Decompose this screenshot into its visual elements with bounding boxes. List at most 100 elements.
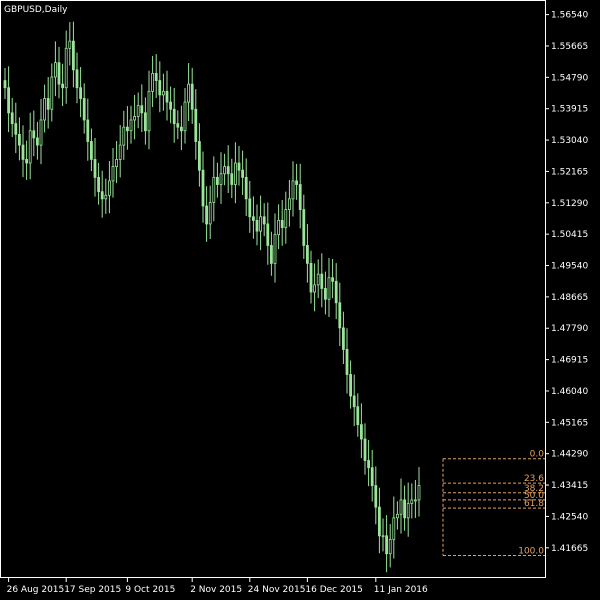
candle (377, 487, 381, 554)
x-tick-label: 2 Nov 2015 (190, 585, 242, 595)
candle (309, 250, 313, 304)
candle (395, 501, 399, 530)
candle (219, 152, 223, 204)
y-tick: 1.43415 (545, 481, 588, 491)
x-tick: 2 Nov 2015 (190, 577, 242, 595)
candle (212, 156, 216, 222)
x-tick-label: 26 Aug 2015 (7, 585, 65, 595)
candle (147, 70, 151, 150)
fibo-level-label: 23.6 (524, 474, 544, 484)
x-tick-label: 9 Oct 2015 (125, 585, 175, 595)
candle (208, 185, 212, 240)
candle (205, 186, 209, 242)
candle (356, 393, 360, 437)
candle (154, 54, 158, 98)
candle (287, 179, 291, 227)
y-tick: 1.42540 (545, 512, 588, 522)
candle (316, 259, 320, 299)
candle (197, 123, 201, 187)
y-tick-label: 1.50415 (551, 230, 588, 240)
y-tick: 1.49540 (545, 262, 588, 272)
candle (388, 524, 392, 568)
candle (345, 328, 349, 394)
candle (410, 483, 414, 519)
candle (61, 63, 64, 107)
candle (64, 30, 68, 104)
y-tick-label: 1.46915 (551, 356, 588, 366)
y-tick-label: 1.56540 (551, 11, 588, 21)
y-tick: 1.52165 (545, 167, 588, 177)
y-tick: 1.46040 (545, 387, 588, 397)
candle (302, 194, 306, 259)
y-tick: 1.41665 (545, 544, 588, 554)
candle (176, 110, 180, 140)
candle (406, 482, 410, 537)
candle (417, 467, 421, 517)
y-tick-label: 1.46040 (551, 387, 588, 397)
candle (97, 162, 100, 205)
candle (100, 170, 104, 218)
candle (295, 163, 299, 200)
candle (381, 518, 385, 552)
fibo-level-label: 61.8 (524, 499, 544, 509)
candle (284, 191, 288, 244)
fibo-level-label: 100.0 (518, 546, 544, 556)
candle (68, 22, 72, 66)
candle (215, 162, 219, 198)
candle (104, 178, 108, 214)
candle (93, 137, 97, 197)
candle (39, 98, 43, 165)
y-tick-label: 1.54790 (551, 73, 588, 83)
candle (90, 128, 93, 172)
candle (370, 449, 374, 502)
candle (331, 258, 335, 299)
candle (385, 515, 389, 573)
candle (323, 271, 327, 315)
candle (57, 46, 61, 99)
y-tick-label: 1.45165 (551, 418, 588, 428)
candle (25, 140, 29, 180)
candle (320, 253, 324, 308)
fibonacci-layer[interactable]: 0.0 23.638.250.061.8 100.0 (442, 450, 546, 557)
y-tick-label: 1.43415 (551, 481, 588, 491)
candle (82, 83, 86, 134)
x-tick-label: 24 Nov 2015 (248, 585, 306, 595)
candle (194, 89, 198, 160)
candle (43, 84, 46, 133)
candle (46, 76, 50, 129)
candle (237, 145, 241, 186)
candle (338, 282, 342, 347)
y-tick-label: 1.47790 (551, 324, 588, 334)
candle (413, 479, 417, 518)
x-axis: 26 Aug 2015 17 Sep 2015 9 Oct 2015 2 Nov 20… (7, 577, 428, 595)
y-tick: 1.54790 (545, 73, 588, 83)
y-tick: 1.53040 (545, 136, 588, 146)
candle (392, 496, 396, 559)
candle (143, 97, 147, 145)
candle (248, 180, 252, 233)
candle (313, 263, 317, 312)
candle (79, 67, 82, 118)
x-tick-label: 11 Jan 2016 (374, 585, 428, 595)
y-axis: 1.56540 1.55665 1.54790 1.53915 1.53040 1.521… (545, 11, 588, 554)
candle (363, 423, 367, 475)
y-tick-label: 1.51290 (551, 199, 588, 209)
candle (334, 263, 338, 320)
candle (14, 102, 18, 154)
x-tick: 17 Sep 2015 (64, 577, 121, 595)
x-tick: 26 Aug 2015 (7, 577, 65, 595)
candle (151, 55, 155, 108)
candle (172, 87, 176, 143)
y-tick: 1.50415 (545, 230, 588, 240)
candle (179, 105, 183, 151)
candle (262, 203, 266, 237)
candle (21, 125, 25, 178)
candle (349, 360, 353, 409)
candle (183, 87, 187, 144)
candles-layer (3, 21, 421, 573)
y-tick: 1.51290 (545, 199, 588, 209)
y-tick-label: 1.53915 (551, 105, 588, 115)
y-tick: 1.44290 (545, 450, 588, 460)
